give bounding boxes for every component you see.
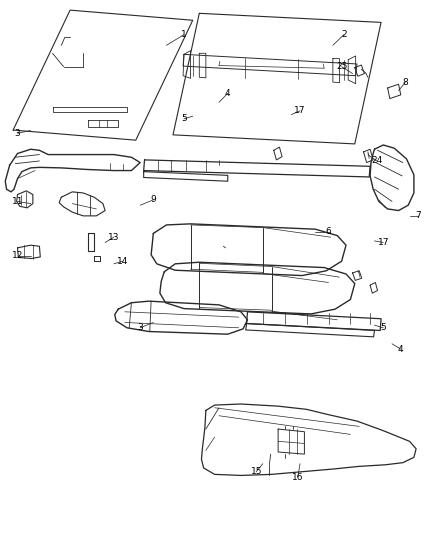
- Text: 8: 8: [402, 78, 408, 87]
- Text: 3: 3: [137, 324, 143, 332]
- Text: 4: 4: [225, 89, 230, 98]
- Text: 5: 5: [380, 324, 386, 332]
- Text: 11: 11: [12, 197, 23, 206]
- Text: 7: 7: [415, 212, 421, 220]
- Text: 15: 15: [251, 467, 262, 476]
- Text: 9: 9: [150, 196, 156, 204]
- Text: 25: 25: [336, 62, 347, 71]
- Text: 13: 13: [108, 233, 120, 241]
- Text: 2: 2: [341, 30, 346, 39]
- Text: 5: 5: [181, 115, 187, 123]
- Text: 16: 16: [292, 473, 304, 481]
- Text: 12: 12: [12, 252, 23, 260]
- Text: 17: 17: [378, 238, 389, 247]
- Text: 1: 1: [181, 30, 187, 39]
- Text: 17: 17: [294, 107, 306, 115]
- Text: 3: 3: [14, 129, 21, 138]
- Text: 24: 24: [371, 157, 382, 165]
- Text: 4: 4: [398, 345, 403, 353]
- Text: 14: 14: [117, 257, 128, 265]
- Text: 6: 6: [325, 228, 332, 236]
